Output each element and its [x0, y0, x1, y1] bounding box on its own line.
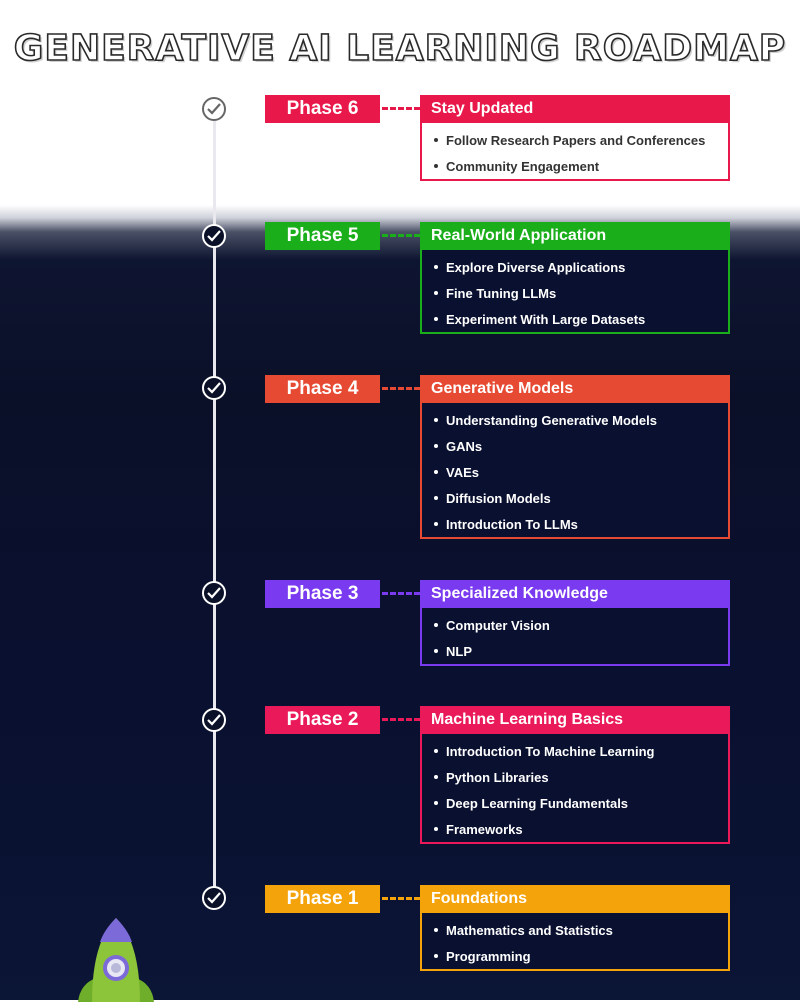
phase-6-connector: [382, 107, 420, 110]
list-item: Computer Vision: [422, 612, 728, 638]
check-circle-icon: [202, 581, 226, 605]
list-item: Experiment With Large Datasets: [422, 306, 728, 332]
phase-6-box: Stay Updated Follow Research Papers and …: [420, 95, 730, 181]
phase-2-connector: [382, 718, 420, 721]
list-item: GANs: [422, 433, 728, 459]
phase-5-label: Phase 5: [265, 222, 380, 250]
list-item: NLP: [422, 638, 728, 664]
check-circle-icon: [202, 224, 226, 248]
list-item: Mathematics and Statistics: [422, 917, 728, 943]
list-item: Python Libraries: [422, 764, 728, 790]
phase-3-box: Specialized Knowledge Computer Vision NL…: [420, 580, 730, 666]
list-item: Programming: [422, 943, 728, 969]
list-item: Diffusion Models: [422, 485, 728, 511]
phase-2-box: Machine Learning Basics Introduction To …: [420, 706, 730, 844]
list-item: Frameworks: [422, 816, 728, 842]
list-item: VAEs: [422, 459, 728, 485]
phase-4-box: Generative Models Understanding Generati…: [420, 375, 730, 539]
phase-6-label: Phase 6: [265, 95, 380, 123]
phase-1-label: Phase 1: [265, 885, 380, 913]
list-item: Fine Tuning LLMs: [422, 280, 728, 306]
timeline-line: [213, 110, 216, 900]
phase-4-label: Phase 4: [265, 375, 380, 403]
phase-4-heading: Generative Models: [420, 375, 730, 403]
list-item: Understanding Generative Models: [422, 407, 728, 433]
phase-1-connector: [382, 897, 420, 900]
phase-5-box: Real-World Application Explore Diverse A…: [420, 222, 730, 334]
phase-1-heading: Foundations: [420, 885, 730, 913]
phase-3-label: Phase 3: [265, 580, 380, 608]
check-circle-icon: [202, 97, 226, 121]
phase-5-heading: Real-World Application: [420, 222, 730, 250]
phase-5-connector: [382, 234, 420, 237]
phase-2-label: Phase 2: [265, 706, 380, 734]
phase-4-connector: [382, 387, 420, 390]
page-title: GENERATIVE AI LEARNING ROADMAP: [13, 27, 787, 70]
check-circle-icon: [202, 708, 226, 732]
list-item: Follow Research Papers and Conferences: [422, 127, 728, 153]
rocket-icon: [70, 912, 162, 1007]
phase-1-box: Foundations Mathematics and Statistics P…: [420, 885, 730, 971]
list-item: Introduction To LLMs: [422, 511, 728, 537]
phase-2-heading: Machine Learning Basics: [420, 706, 730, 734]
list-item: Explore Diverse Applications: [422, 254, 728, 280]
list-item: Community Engagement: [422, 153, 728, 179]
phase-3-connector: [382, 592, 420, 595]
phase-3-heading: Specialized Knowledge: [420, 580, 730, 608]
check-circle-icon: [202, 886, 226, 910]
list-item: Introduction To Machine Learning: [422, 738, 728, 764]
list-item: Deep Learning Fundamentals: [422, 790, 728, 816]
check-circle-icon: [202, 376, 226, 400]
phase-6-heading: Stay Updated: [420, 95, 730, 123]
